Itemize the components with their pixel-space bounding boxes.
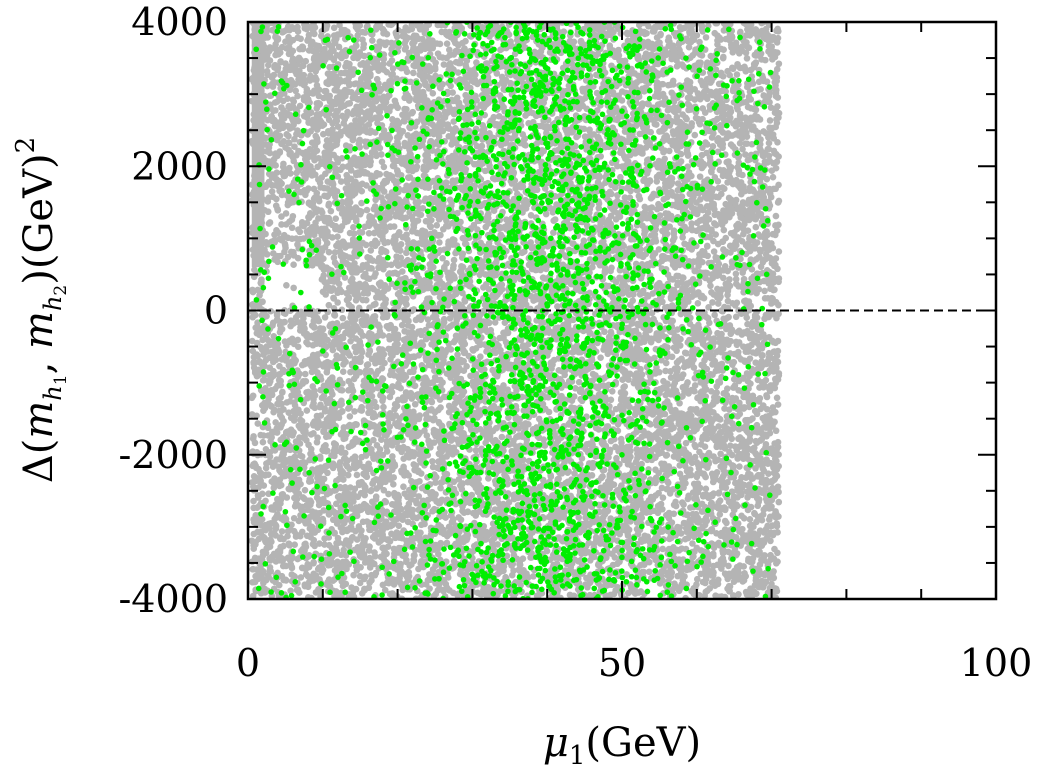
grey-point <box>694 300 702 307</box>
grey-point <box>745 93 753 101</box>
grey-point <box>429 463 437 471</box>
grey-point <box>709 299 716 306</box>
grey-point <box>346 413 354 420</box>
grey-point <box>339 380 346 387</box>
grey-point <box>368 486 375 494</box>
grey-point <box>474 226 481 233</box>
grey-point <box>659 545 667 553</box>
grey-point <box>729 592 737 599</box>
grey-point <box>260 260 267 267</box>
grey-point <box>334 123 342 130</box>
grey-point <box>266 149 274 157</box>
grey-point <box>285 132 292 140</box>
grey-point <box>386 393 394 401</box>
grey-point <box>369 37 376 44</box>
grey-point <box>769 404 777 411</box>
grey-point <box>356 579 364 587</box>
grey-point <box>701 579 709 587</box>
grey-point <box>446 196 454 204</box>
grey-point <box>293 130 300 138</box>
grey-point <box>290 261 297 269</box>
grey-point <box>353 471 361 479</box>
grey-point <box>380 163 388 171</box>
grey-point <box>250 545 258 553</box>
grey-point <box>327 207 335 215</box>
grey-point <box>652 466 659 474</box>
grey-point <box>601 328 608 336</box>
grey-point <box>342 185 350 192</box>
grey-point <box>701 342 709 349</box>
grey-point <box>457 516 465 524</box>
grey-point <box>250 98 257 105</box>
grey-point <box>437 539 445 547</box>
grey-point <box>257 431 264 439</box>
grey-point <box>257 176 265 183</box>
grey-point <box>443 40 451 48</box>
grey-point <box>736 463 743 470</box>
grey-point <box>740 230 747 238</box>
grey-point <box>684 100 692 108</box>
grey-point <box>365 229 373 237</box>
grey-point <box>775 498 783 506</box>
grey-point <box>336 22 343 29</box>
grey-point <box>256 199 263 207</box>
grey-point <box>464 508 472 516</box>
grey-point <box>736 399 743 407</box>
grey-point <box>704 209 712 216</box>
grey-point <box>429 90 437 97</box>
grey-point <box>770 147 778 155</box>
grey-point <box>418 141 426 149</box>
grey-point <box>774 401 782 408</box>
grey-point <box>732 338 740 346</box>
grey-point <box>340 27 348 35</box>
grey-point <box>380 403 387 411</box>
grey-point <box>446 587 453 594</box>
grey-point <box>301 370 309 378</box>
grey-point <box>568 397 576 405</box>
grey-point <box>350 571 357 579</box>
grey-point <box>554 303 561 310</box>
grey-point <box>307 431 315 438</box>
grey-point <box>477 353 484 361</box>
grey-point <box>696 196 704 203</box>
grey-point <box>723 418 731 425</box>
grey-point <box>379 451 387 459</box>
grey-point <box>451 400 459 407</box>
grey-point <box>265 573 273 581</box>
grey-point <box>769 173 777 181</box>
grey-point <box>607 267 614 275</box>
grey-point <box>733 71 741 78</box>
grey-point <box>288 224 296 232</box>
grey-point <box>280 160 287 168</box>
grey-point <box>366 329 373 337</box>
grey-point <box>774 549 781 557</box>
grey-point <box>653 173 661 181</box>
grey-point <box>674 572 681 580</box>
grey-point <box>301 486 309 494</box>
grey-point <box>473 142 481 150</box>
grey-point <box>358 199 365 207</box>
grey-point <box>432 479 439 486</box>
grey-point <box>249 140 257 148</box>
grey-point <box>248 411 256 418</box>
grey-point <box>771 418 778 426</box>
grey-point <box>339 408 346 415</box>
grey-point <box>775 60 783 68</box>
grey-point <box>261 92 268 100</box>
grey-point <box>378 158 386 166</box>
grey-point <box>512 185 520 192</box>
grey-point <box>765 139 773 147</box>
grey-point <box>395 522 403 530</box>
grey-point <box>326 63 333 71</box>
grey-point <box>278 114 286 121</box>
grey-point <box>682 439 690 447</box>
grey-point <box>401 118 408 125</box>
grey-point <box>621 383 629 390</box>
grey-point <box>316 540 323 547</box>
grey-point <box>746 515 754 523</box>
grey-point <box>402 214 410 221</box>
grey-point <box>290 284 297 292</box>
grey-point <box>652 474 660 482</box>
